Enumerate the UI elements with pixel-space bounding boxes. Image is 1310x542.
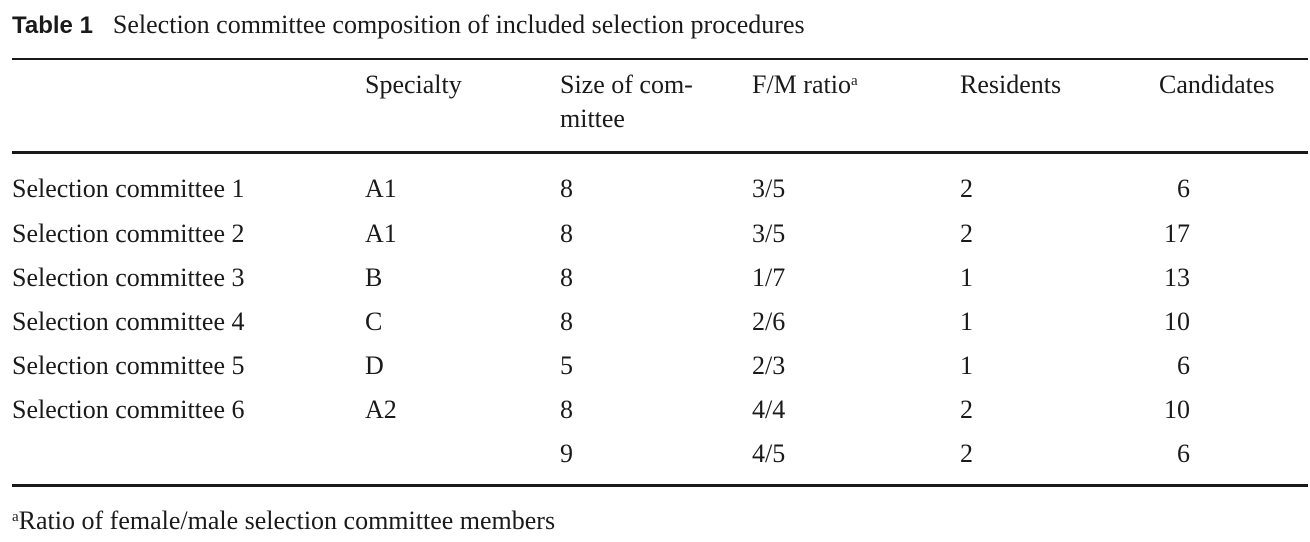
cell-committee: Selection committee 1	[12, 174, 245, 203]
cell-size: 8	[560, 174, 573, 203]
cell-candidates: 17	[1164, 219, 1190, 248]
cell-ratio: 3/5	[752, 174, 786, 203]
cell-ratio: 4/5	[752, 439, 786, 468]
cell-committee: Selection committee 2	[12, 219, 245, 248]
cell-candidates: 6	[1177, 174, 1190, 203]
header-size-line1: Size of com-	[560, 70, 693, 99]
cell-specialty: A1	[365, 219, 397, 248]
cell-committee: Selection committee 3	[12, 263, 245, 292]
header-ratio-footnote-marker: a	[850, 73, 858, 89]
cell-committee: Selection committee 6	[12, 395, 245, 424]
cell-size: 8	[560, 395, 573, 424]
cell-specialty: B	[365, 263, 383, 292]
cell-specialty: C	[365, 307, 383, 336]
cell-ratio: 2/3	[752, 351, 786, 380]
cell-candidates: 6	[1177, 351, 1190, 380]
cell-ratio: 2/6	[752, 307, 786, 336]
cell-size: 8	[560, 263, 573, 292]
cell-residents: 1	[960, 307, 973, 336]
header-specialty: Specialty	[365, 70, 462, 99]
cell-candidates: 10	[1164, 307, 1190, 336]
cell-candidates: 10	[1164, 395, 1190, 424]
header-ratio: F/M ratioa	[752, 68, 858, 102]
header-rule	[12, 151, 1308, 154]
cell-residents: 1	[960, 263, 973, 292]
footnote-text: Ratio of female/male selection committee…	[18, 506, 556, 535]
cell-ratio: 1/7	[752, 263, 786, 292]
cell-size: 8	[560, 219, 573, 248]
cell-size: 5	[560, 351, 573, 380]
bottom-rule	[12, 484, 1308, 487]
table-caption: Table 1 Selection committee composition o…	[12, 8, 805, 43]
top-rule	[12, 58, 1308, 60]
cell-ratio: 3/5	[752, 219, 786, 248]
cell-ratio: 4/4	[752, 395, 786, 424]
cell-specialty: D	[365, 351, 384, 380]
cell-residents: 2	[960, 219, 973, 248]
header-size: Size of com- mittee	[560, 68, 693, 136]
cell-size: 9	[560, 439, 573, 468]
cell-residents: 2	[960, 439, 973, 468]
table-title: Selection committee composition of inclu…	[112, 10, 805, 39]
header-candidates: Candidates	[1159, 70, 1275, 99]
cell-committee: Selection committee 5	[12, 351, 245, 380]
cell-residents: 2	[960, 174, 973, 203]
cell-candidates: 6	[1177, 439, 1190, 468]
cell-candidates: 13	[1164, 263, 1190, 292]
table-number: Table 1	[12, 12, 93, 39]
cell-size: 8	[560, 307, 573, 336]
cell-specialty: A1	[365, 174, 397, 203]
table-footnote: aRatio of female/male selection committe…	[12, 504, 555, 538]
header-size-line2: mittee	[560, 104, 625, 133]
footnote-marker: a	[12, 509, 19, 525]
cell-committee: Selection committee 4	[12, 307, 245, 336]
cell-specialty: A2	[365, 395, 397, 424]
cell-residents: 1	[960, 351, 973, 380]
header-residents: Residents	[960, 70, 1062, 99]
cell-residents: 2	[960, 395, 973, 424]
header-ratio-label: F/M ratio	[752, 70, 851, 99]
